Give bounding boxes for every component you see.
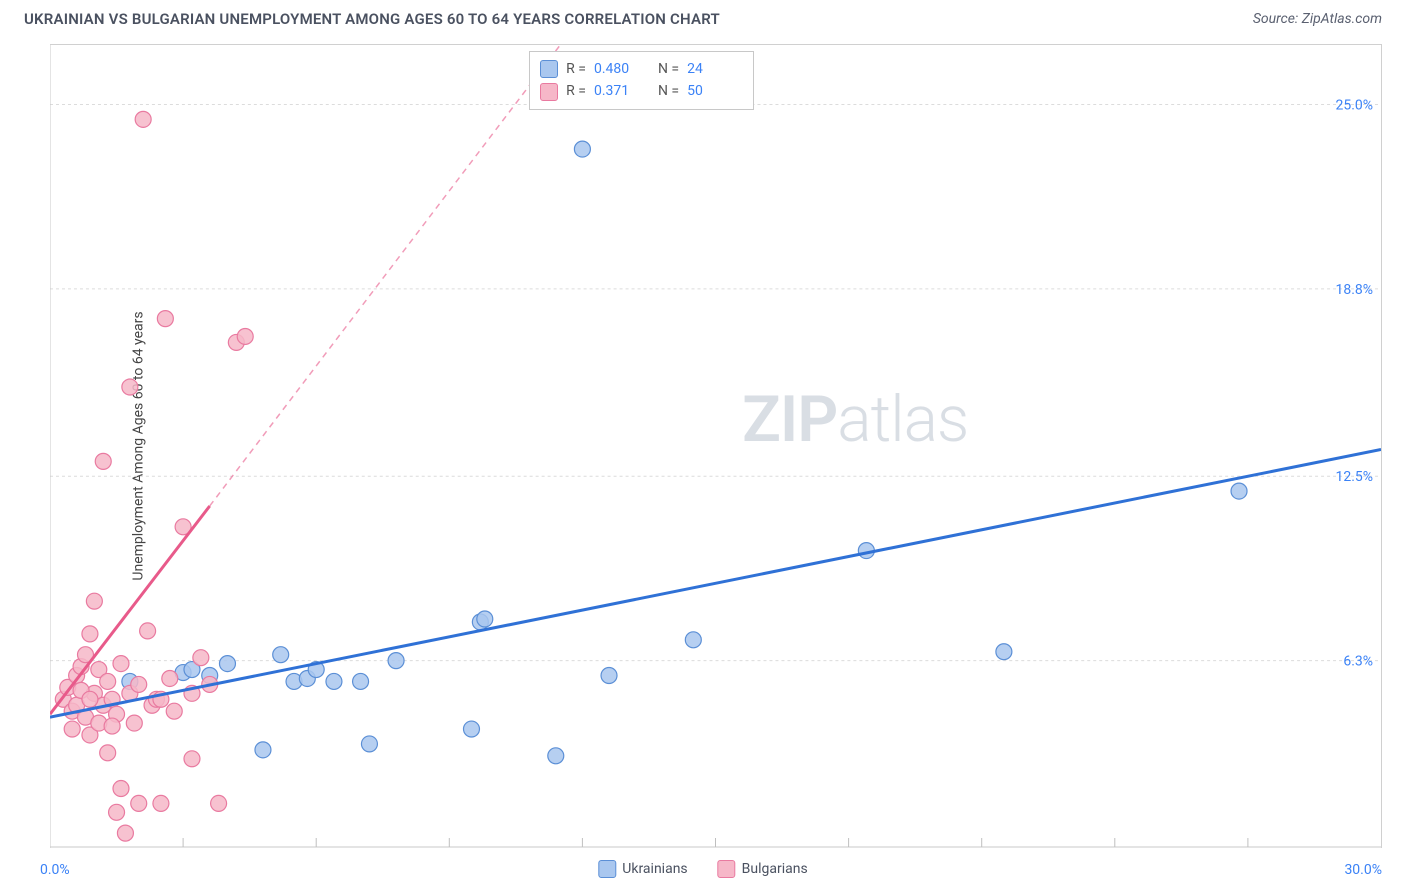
data-point: [86, 593, 102, 609]
data-point: [122, 379, 138, 395]
source-attribution: Source: ZipAtlas.com: [1253, 11, 1382, 27]
data-point: [100, 673, 116, 689]
data-point: [211, 795, 227, 811]
data-point: [126, 715, 142, 731]
legend-item: Ukrainians: [598, 860, 687, 878]
data-point: [135, 111, 151, 127]
y-gridline-label: 12.5%: [1336, 469, 1373, 485]
legend-swatch: [540, 83, 558, 101]
data-point: [237, 328, 253, 344]
scatter-plot: 6.3% 12.5% 18.8% 25.0%: [50, 45, 1381, 848]
data-point: [113, 656, 129, 672]
trend-line: [50, 449, 1381, 717]
chart-area: 6.3% 12.5% 18.8% 25.0% R = 0.480 N = 24 R =…: [50, 44, 1382, 848]
data-point: [388, 653, 404, 669]
legend-swatch: [540, 60, 558, 78]
data-point: [184, 751, 200, 767]
source-prefix: Source:: [1253, 11, 1302, 27]
stat-n-label: N =: [658, 80, 679, 102]
data-point: [82, 626, 98, 642]
x-axis-end-label: 30.0%: [1344, 862, 1382, 878]
stat-n-value: 50: [687, 80, 743, 102]
data-point: [219, 656, 235, 672]
stats-legend-row: R = 0.371 N = 50: [540, 80, 743, 102]
x-axis-origin-label: 0.0%: [40, 862, 70, 878]
legend-label: Ukrainians: [622, 861, 687, 877]
data-point: [463, 721, 479, 737]
data-point: [685, 632, 701, 648]
data-point: [477, 611, 493, 627]
data-point: [255, 742, 271, 758]
stat-r-value: 0.371: [594, 80, 650, 102]
stats-legend-row: R = 0.480 N = 24: [540, 58, 743, 80]
data-point: [64, 721, 80, 737]
series-legend: Ukrainians Bulgarians: [598, 860, 807, 878]
stat-r-label: R =: [566, 58, 586, 80]
data-point: [104, 718, 120, 734]
stats-legend: R = 0.480 N = 24 R = 0.371 N = 50: [529, 51, 754, 110]
data-point: [117, 825, 133, 841]
trend-line-extrapolated: [210, 45, 560, 506]
legend-swatch: [598, 860, 616, 878]
data-point: [548, 748, 564, 764]
stat-n-label: N =: [658, 58, 679, 80]
y-gridline-label: 6.3%: [1343, 654, 1373, 670]
y-gridline-label: 18.8%: [1336, 282, 1373, 298]
legend-label: Bulgarians: [742, 861, 808, 877]
data-point: [193, 650, 209, 666]
data-point: [996, 644, 1012, 660]
data-point: [326, 673, 342, 689]
data-point: [361, 736, 377, 752]
chart-title: UKRAINIAN VS BULGARIAN UNEMPLOYMENT AMON…: [24, 10, 720, 28]
data-point: [353, 673, 369, 689]
legend-swatch: [718, 860, 736, 878]
data-point: [153, 795, 169, 811]
data-point: [1231, 483, 1247, 499]
data-point: [574, 141, 590, 157]
data-point: [140, 623, 156, 639]
data-point: [166, 703, 182, 719]
stat-n-value: 24: [687, 58, 743, 80]
data-point: [113, 781, 129, 797]
data-point: [162, 670, 178, 686]
stat-r-label: R =: [566, 80, 586, 102]
data-point: [100, 745, 116, 761]
data-point: [109, 804, 125, 820]
data-point: [601, 668, 617, 684]
data-point: [95, 453, 111, 469]
y-gridline-label: 25.0%: [1336, 97, 1373, 113]
data-point: [82, 691, 98, 707]
data-point: [273, 647, 289, 663]
source-name: ZipAtlas.com: [1302, 11, 1382, 27]
stat-r-value: 0.480: [594, 58, 650, 80]
data-point: [131, 795, 147, 811]
legend-item: Bulgarians: [718, 860, 808, 878]
data-point: [157, 311, 173, 327]
data-point: [131, 676, 147, 692]
